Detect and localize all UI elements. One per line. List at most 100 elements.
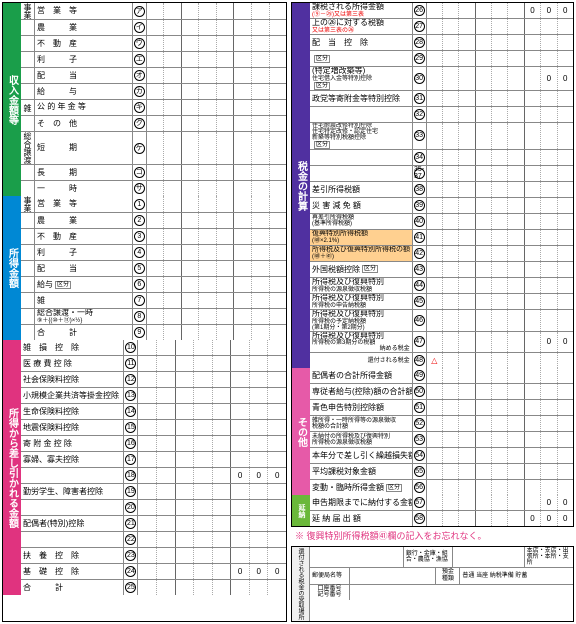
section-shotoku-label: 所得金額	[3, 196, 21, 340]
value-cells[interactable]: △	[427, 353, 573, 368]
value-cells[interactable]	[147, 293, 286, 308]
value-cells[interactable]	[147, 20, 286, 35]
value-cells[interactable]	[147, 261, 286, 276]
value-cells[interactable]	[138, 372, 286, 387]
value-cells[interactable]	[427, 150, 573, 165]
value-cells[interactable]	[138, 420, 286, 435]
value-cells[interactable]	[147, 213, 286, 228]
row-label: 災 害 減 免 額	[310, 198, 413, 213]
form-row: 延 納 届 出 額58000	[310, 511, 573, 526]
form-row: 配偶者の合計所得金額49	[310, 368, 573, 384]
value-cells[interactable]	[427, 400, 573, 415]
row-marker: 2	[133, 213, 147, 228]
value-cells[interactable]	[427, 368, 573, 383]
value-cells[interactable]	[147, 84, 286, 99]
value-cells[interactable]	[427, 35, 573, 50]
row-marker: 31	[413, 91, 427, 106]
value-cells[interactable]	[427, 294, 573, 309]
value-cells[interactable]	[138, 516, 286, 531]
row-marker: コ	[133, 165, 147, 180]
value-cells[interactable]	[427, 166, 573, 181]
value-cells[interactable]	[427, 51, 573, 66]
value-cells[interactable]	[427, 416, 573, 431]
value-cells[interactable]	[138, 548, 286, 563]
row-label: 変動・臨時所得金額区分	[310, 480, 413, 495]
value-cells[interactable]	[427, 230, 573, 245]
value-cells[interactable]: 00	[427, 495, 573, 510]
value-cells[interactable]	[427, 214, 573, 229]
value-cells[interactable]: 000	[427, 3, 573, 18]
value-cells[interactable]	[138, 436, 286, 451]
post-office-field[interactable]	[350, 568, 436, 583]
value-cells[interactable]	[427, 107, 573, 122]
form-row: 生命保険料控除14	[21, 404, 286, 420]
value-cells[interactable]	[138, 500, 286, 515]
row-label: 所得税及び復興特別所得税の予定納税額(第1期分・第2期分)	[310, 310, 413, 331]
row-label	[310, 166, 413, 181]
row-label: 不 動 産	[35, 36, 133, 51]
value-cells[interactable]	[138, 452, 286, 467]
value-cells[interactable]	[147, 325, 286, 340]
value-cells[interactable]: 000	[138, 564, 286, 579]
value-cells[interactable]	[147, 68, 286, 83]
value-cells[interactable]	[427, 91, 573, 106]
form-row: 本年分で差し引く繰越損失額54	[310, 448, 573, 464]
value-cells[interactable]	[427, 480, 573, 495]
value-cells[interactable]	[427, 246, 573, 261]
value-cells[interactable]	[147, 3, 286, 19]
value-cells[interactable]	[147, 277, 286, 292]
reminder-note: ※ 復興特別所得税額㊶欄の記入をお忘れなく。	[291, 527, 574, 544]
branch-field[interactable]	[453, 547, 525, 567]
account-number-field[interactable]	[350, 585, 573, 600]
value-cells[interactable]	[427, 262, 573, 277]
value-cells[interactable]	[147, 196, 286, 212]
row-marker: 4	[133, 245, 147, 260]
value-cells[interactable]: 00	[427, 332, 573, 353]
form-row: 総合譲渡短 期ケ	[21, 132, 286, 165]
form-row: 所得税及び復興特別所得税の申告納税額45	[310, 294, 573, 310]
row-label: 営 業 等	[35, 196, 133, 212]
value-cells[interactable]	[427, 432, 573, 447]
value-cells[interactable]	[427, 310, 573, 331]
bank-name-field[interactable]	[310, 547, 404, 567]
value-cells[interactable]	[147, 181, 286, 196]
value-cells[interactable]	[427, 384, 573, 399]
value-cells[interactable]	[427, 448, 573, 463]
value-cells[interactable]	[138, 532, 286, 547]
value-cells[interactable]	[147, 116, 286, 131]
value-cells[interactable]: 000	[138, 468, 286, 483]
form-row: 復興特別所得税額(㊵×2.1%)41	[310, 230, 573, 246]
value-cells[interactable]	[138, 356, 286, 371]
value-cells[interactable]	[147, 100, 286, 115]
value-cells[interactable]: 00	[427, 67, 573, 90]
form-row: 35-37	[310, 166, 573, 182]
form-row: 給与区分6	[21, 277, 286, 293]
value-cells[interactable]	[138, 580, 286, 595]
value-cells[interactable]	[147, 229, 286, 244]
value-cells[interactable]	[147, 245, 286, 260]
value-cells[interactable]	[138, 404, 286, 419]
value-cells[interactable]	[427, 182, 573, 197]
value-cells[interactable]	[427, 123, 573, 149]
row-marker: 55	[413, 464, 427, 479]
row-marker: ク	[133, 116, 147, 131]
section-income-label: 収入金額等	[3, 3, 21, 196]
value-cells[interactable]: 000	[427, 511, 573, 526]
value-cells[interactable]	[138, 484, 286, 499]
value-cells[interactable]	[427, 278, 573, 293]
row-label: 農 業	[35, 20, 133, 35]
value-cells[interactable]	[427, 198, 573, 213]
value-cells[interactable]	[138, 388, 286, 403]
value-cells[interactable]	[138, 340, 286, 355]
row-label: 所得税及び復興特別所得税の額(㊵＋㊶)	[310, 246, 413, 261]
value-cells[interactable]	[147, 165, 286, 180]
value-cells[interactable]	[147, 132, 286, 164]
value-cells[interactable]	[147, 36, 286, 51]
form-row: 所得税及び復興特別所得税の額(㊵＋㊶)42	[310, 246, 573, 262]
value-cells[interactable]	[427, 464, 573, 479]
value-cells[interactable]	[147, 52, 286, 67]
value-cells[interactable]	[427, 19, 573, 34]
value-cells[interactable]	[147, 309, 286, 324]
form-row: そ の 他ク	[21, 116, 286, 132]
row-label: 公 的 年 金 等	[35, 100, 133, 115]
